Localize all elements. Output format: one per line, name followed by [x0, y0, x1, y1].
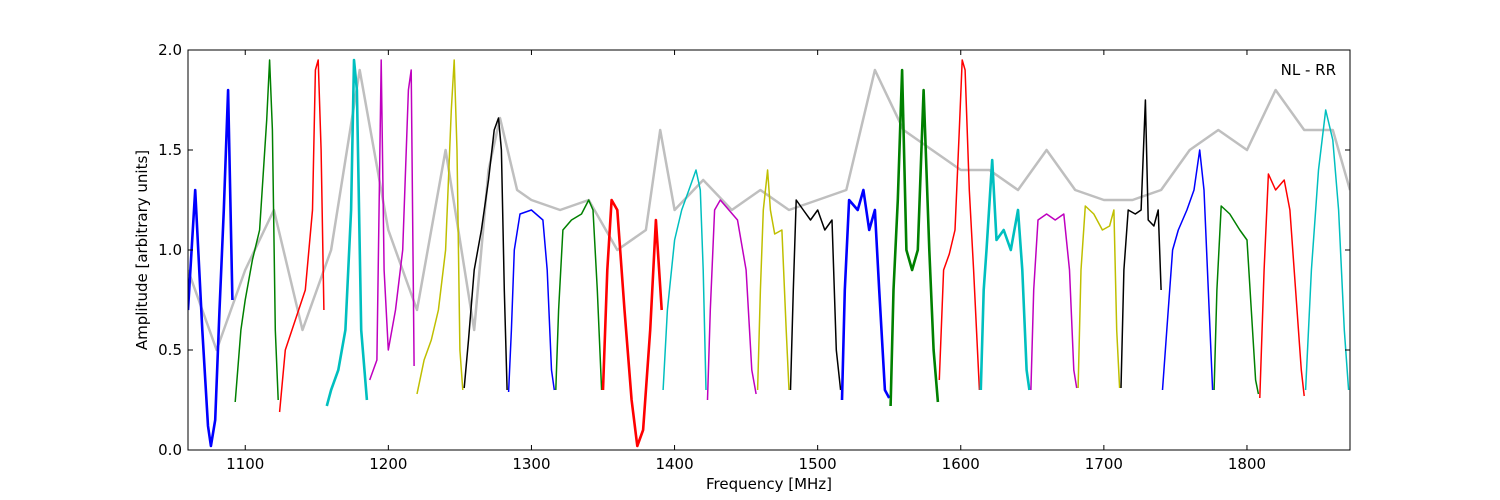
band-line-7: [463, 117, 508, 391]
band-line-3: [278, 59, 325, 413]
band-line-18: [979, 158, 1031, 391]
y-tick-label: 0.5: [158, 341, 182, 359]
background-series-line: [188, 68, 1350, 352]
band-line-15: [840, 188, 891, 401]
band-line-2: [234, 59, 279, 403]
band-line-20: [1077, 205, 1121, 389]
band-line-13: [756, 169, 790, 391]
y-axis-title: Amplitude [arbitrary units]: [133, 150, 151, 350]
band-line-21: [1120, 99, 1162, 389]
band-line-24: [1259, 173, 1305, 399]
band-line-5: [368, 59, 415, 381]
x-tick-label: 1400: [655, 455, 693, 473]
band-line-9: [555, 199, 603, 391]
band-line-10: [601, 198, 663, 448]
x-tick-label: 1500: [799, 455, 837, 473]
band-line-4: [325, 58, 369, 407]
y-tick-label: 1.5: [158, 141, 182, 159]
band-line-22: [1161, 149, 1214, 391]
y-tick-label: 0.0: [158, 441, 182, 459]
x-tick-label: 1800: [1228, 455, 1266, 473]
band-line-17: [938, 59, 981, 391]
x-tick-label: 1600: [942, 455, 980, 473]
legend-annotation: NL - RR: [1281, 61, 1336, 79]
axis-ticks: 1100 1200 1300 1400 1500 1600 1700 1800 0.0 0.5 1.…: [158, 41, 1350, 473]
band-line-23: [1213, 205, 1260, 395]
band-line-19: [1030, 213, 1078, 391]
x-tick-label: 1200: [369, 455, 407, 473]
band-series-group: [188, 58, 1350, 448]
band-line-25: [1304, 109, 1350, 391]
background-series: [188, 68, 1350, 352]
x-axis-title: Frequency [MHz]: [706, 475, 832, 493]
band-line-12: [706, 199, 757, 401]
plot-background: [188, 50, 1350, 450]
band-line-8: [507, 209, 556, 393]
x-tick-label: 1300: [512, 455, 550, 473]
band-line-11: [662, 169, 707, 391]
x-tick-label: 1700: [1085, 455, 1123, 473]
y-tick-label: 2.0: [158, 41, 182, 59]
y-tick-label: 1.0: [158, 241, 182, 259]
x-tick-label: 1100: [226, 455, 264, 473]
band-line-1: [188, 88, 234, 448]
band-line-16: [889, 68, 940, 407]
band-line-6: [416, 59, 464, 395]
band-line-14: [789, 199, 842, 391]
